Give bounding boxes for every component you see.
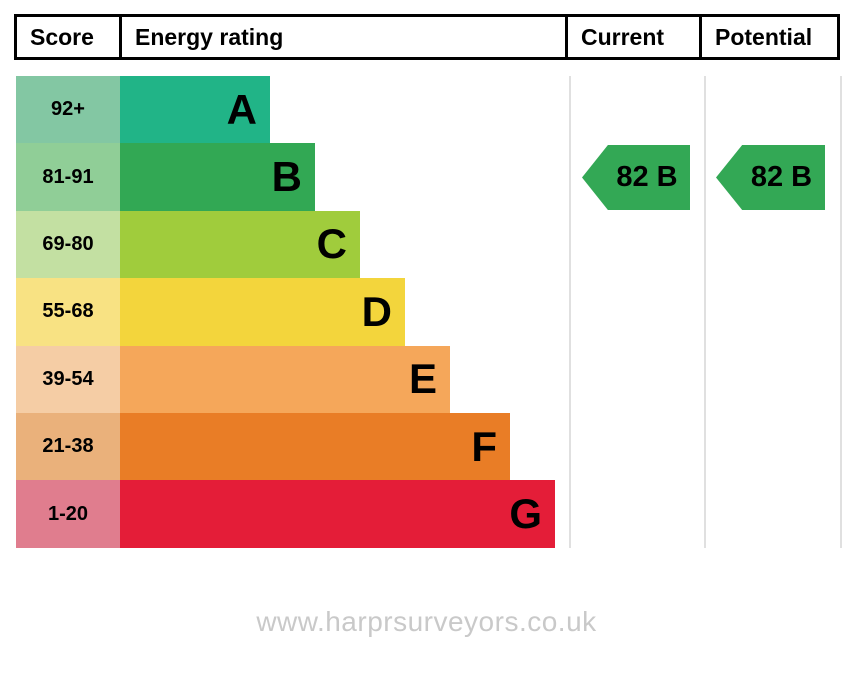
chart-header-row: Score Energy rating Current Potential (14, 14, 840, 60)
band-bar: A (120, 76, 270, 144)
header-score: Score (30, 23, 94, 50)
band-bar: G (120, 480, 555, 548)
band-row-f: 21-38 F (16, 412, 555, 481)
current-column-right-line (704, 76, 706, 548)
band-row-e: 39-54 E (16, 345, 555, 413)
band-row-b: 81-91 B (16, 143, 555, 211)
band-score-cell: 81-91 (16, 143, 120, 211)
band-row-c: 69-80 C (16, 210, 555, 279)
potential-arrow: 82 B (716, 145, 825, 210)
band-bar: E (120, 345, 450, 413)
band-row-a: 92+ A (16, 76, 555, 144)
current-arrow: 82 B (582, 145, 690, 210)
band-bar: D (120, 278, 405, 346)
band-score-cell: 55-68 (16, 278, 120, 346)
band-row-g: 1-20 G (16, 480, 555, 548)
header-current: Current (565, 17, 699, 57)
band-row-d: 55-68 D (16, 278, 555, 346)
band-bar: B (120, 143, 315, 211)
current-column-left-line (569, 76, 571, 548)
band-bar: C (120, 210, 360, 279)
band-score-cell: 69-80 (16, 210, 120, 279)
band-score-cell: 21-38 (16, 412, 120, 481)
band-score-cell: 92+ (16, 76, 120, 144)
band-bar: F (120, 412, 510, 481)
band-rows: 92+ A 81-91 B 69-80 C 55-68 D 39-54 E 21… (16, 76, 555, 548)
band-score-cell: 1-20 (16, 480, 120, 548)
header-energy-rating: Energy rating (119, 17, 565, 57)
header-potential: Potential (699, 17, 837, 57)
potential-column-right-line (840, 76, 842, 548)
website-watermark: www.harprsurveyors.co.uk (256, 606, 597, 637)
band-score-cell: 39-54 (16, 345, 120, 413)
